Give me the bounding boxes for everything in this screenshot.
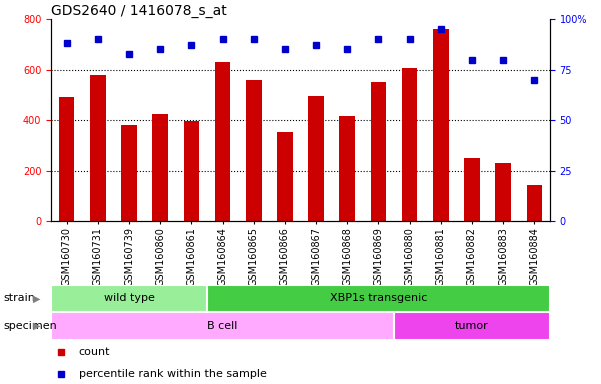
Text: ▶: ▶ <box>33 293 40 303</box>
Text: wild type: wild type <box>103 293 154 303</box>
Bar <box>340 116 355 221</box>
Bar <box>277 132 293 221</box>
Bar <box>464 158 480 221</box>
Bar <box>51 312 394 340</box>
Bar <box>308 96 324 221</box>
Text: XBP1s transgenic: XBP1s transgenic <box>330 293 427 303</box>
Text: GDS2640 / 1416078_s_at: GDS2640 / 1416078_s_at <box>51 4 227 18</box>
Text: B cell: B cell <box>207 321 238 331</box>
Bar <box>51 285 207 312</box>
Text: count: count <box>79 347 110 357</box>
Text: strain: strain <box>3 293 35 303</box>
Bar <box>207 285 550 312</box>
Bar <box>394 312 550 340</box>
Bar <box>371 82 386 221</box>
Bar <box>215 62 230 221</box>
Bar <box>121 125 137 221</box>
Text: ▶: ▶ <box>33 321 40 331</box>
Bar <box>495 163 511 221</box>
Bar <box>402 68 418 221</box>
Bar <box>183 121 199 221</box>
Bar <box>90 75 106 221</box>
Bar <box>153 114 168 221</box>
Text: tumor: tumor <box>455 321 489 331</box>
Bar <box>246 80 261 221</box>
Text: specimen: specimen <box>3 321 56 331</box>
Bar <box>526 185 542 221</box>
Bar <box>433 29 448 221</box>
Bar <box>59 98 75 221</box>
Text: percentile rank within the sample: percentile rank within the sample <box>79 369 266 379</box>
